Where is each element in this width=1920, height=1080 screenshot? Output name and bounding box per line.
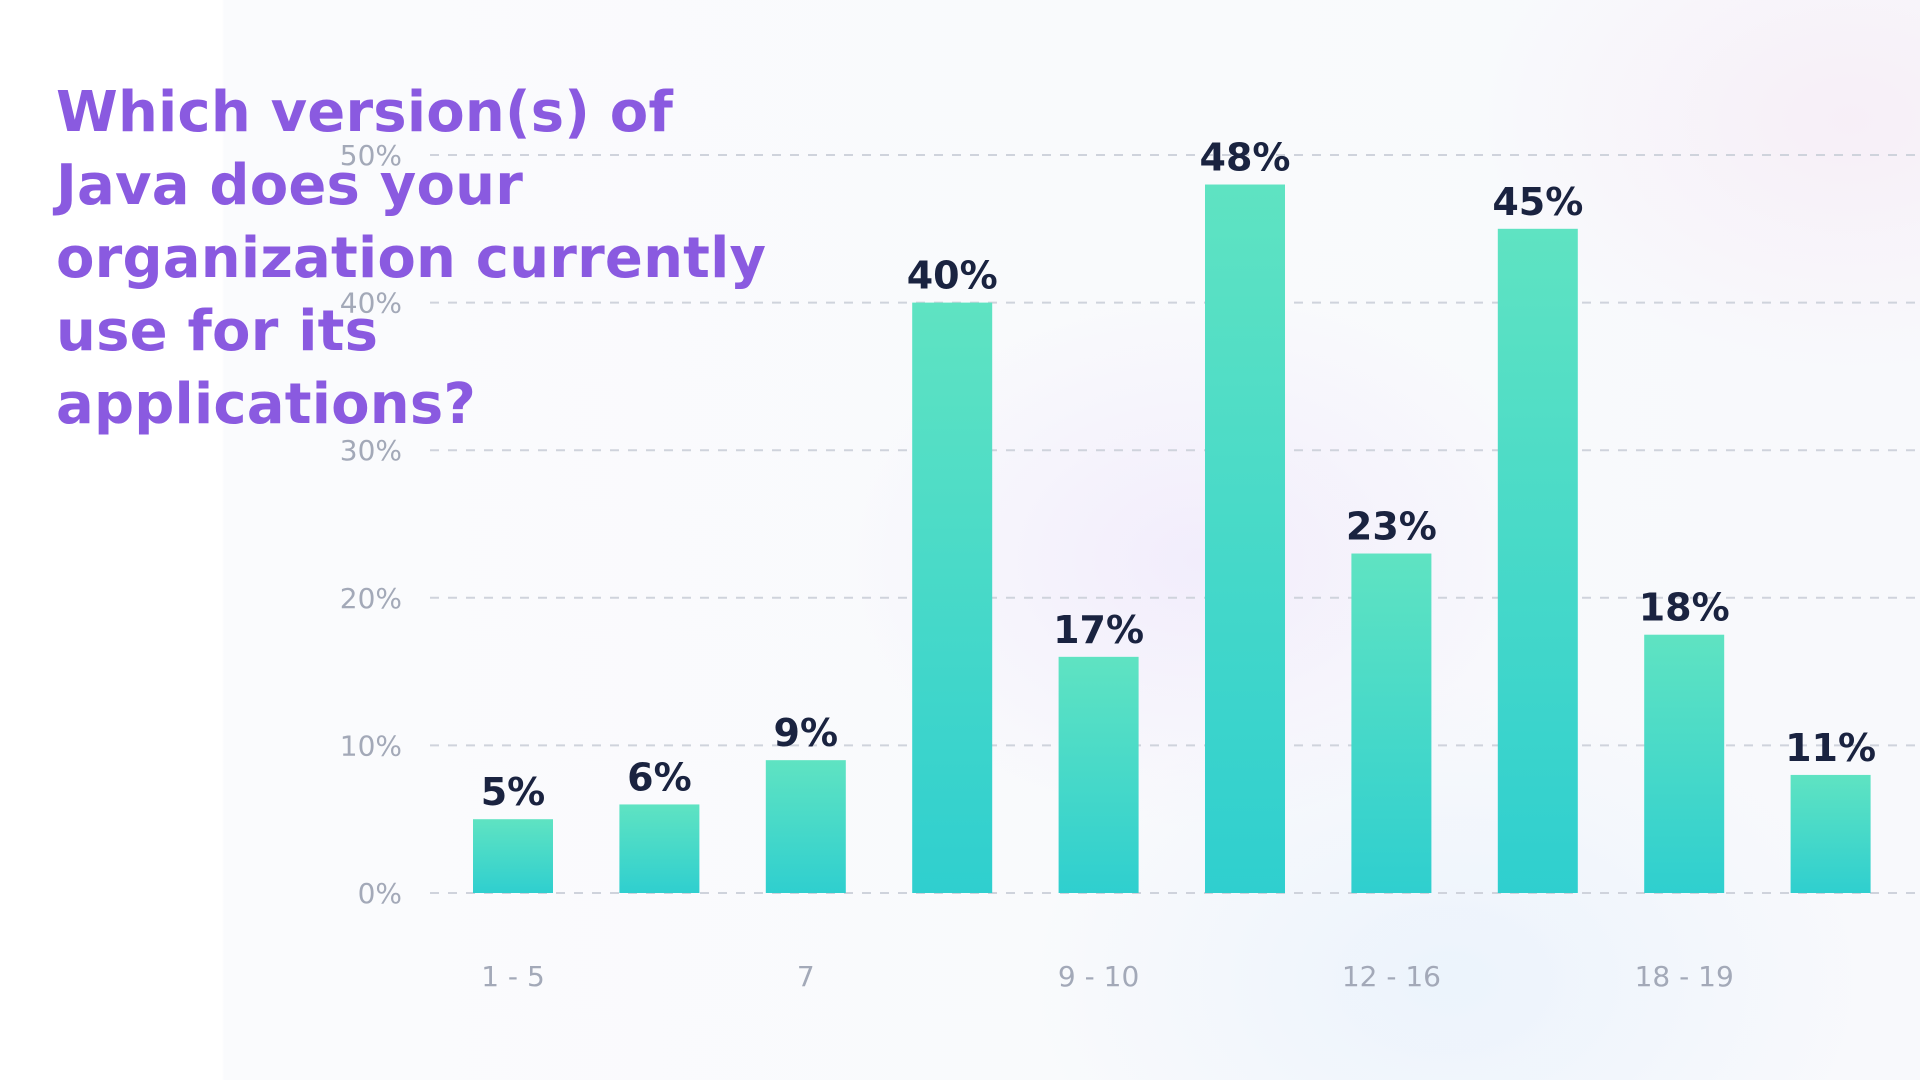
x-tick-label: 7 (797, 960, 815, 993)
y-tick-label: 50% (340, 139, 402, 172)
data-label: 40% (907, 254, 998, 298)
bar (473, 819, 553, 893)
data-labels: 5% 6% 9% 40% 17% 48% 23% 45% 18% 11% (481, 136, 1876, 815)
x-tick-label: 9 - 10 (1058, 960, 1139, 993)
data-label: 11% (1785, 726, 1876, 770)
bar (765, 760, 846, 893)
y-tick-label: 0% (358, 877, 402, 910)
bar (1497, 228, 1578, 894)
data-label: 23% (1346, 505, 1437, 549)
x-tick-label: 1 - 5 (481, 960, 545, 993)
y-tick-label: 10% (340, 729, 402, 762)
data-label: 5% (481, 770, 546, 814)
x-axis: 1 - 5 7 9 - 10 12 - 16 18 - 19 (481, 960, 1734, 993)
data-label: 45% (1492, 180, 1583, 224)
bar (619, 804, 700, 893)
bar (1790, 774, 1871, 893)
gridlines (430, 154, 1915, 894)
bar (1351, 553, 1432, 893)
bar (1058, 656, 1139, 893)
y-tick-label: 30% (340, 434, 402, 467)
x-tick-label: 12 - 16 (1342, 960, 1441, 993)
chart-title: Which version(s) of Java does your organ… (56, 80, 767, 437)
bar (912, 302, 993, 894)
y-tick-label: 40% (340, 287, 402, 320)
data-label: 9% (774, 711, 839, 755)
data-label: 48% (1200, 136, 1291, 180)
x-tick-label: 18 - 19 (1635, 960, 1734, 993)
y-axis: 0% 10% 20% 30% 40% 50% (340, 139, 402, 910)
data-label: 18% (1639, 586, 1730, 630)
y-tick-label: 20% (340, 582, 402, 615)
bar (1205, 184, 1285, 893)
data-label: 6% (627, 755, 692, 799)
bar (1644, 634, 1725, 893)
bars (473, 184, 1871, 894)
data-label: 17% (1053, 608, 1144, 652)
